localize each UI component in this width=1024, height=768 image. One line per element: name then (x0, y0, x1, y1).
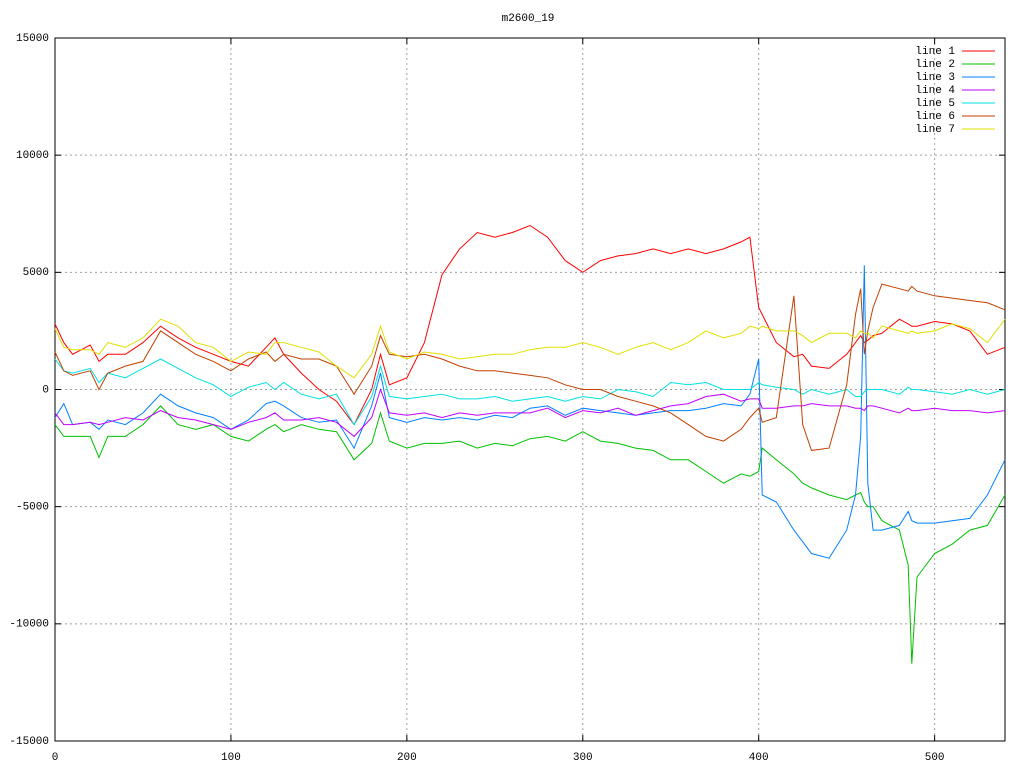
x-tick-label: 400 (749, 752, 769, 764)
series-line (54, 387, 1006, 438)
x-tick-label: 500 (925, 752, 945, 764)
legend-label: line 3 (915, 72, 955, 84)
legend-label: line 5 (915, 98, 955, 110)
y-tick-label: -15000 (9, 736, 49, 748)
series-line (54, 405, 1006, 664)
series-line (54, 224, 1006, 426)
x-tick-label: 300 (573, 752, 593, 764)
y-tick-label: -5000 (16, 502, 49, 514)
legend-label: line 6 (915, 111, 955, 123)
series-line (54, 318, 1006, 379)
series-line (54, 358, 1006, 426)
legend-label: line 1 (915, 46, 955, 58)
legend-label: line 2 (915, 59, 955, 71)
legend-label: line 7 (915, 124, 955, 136)
chart-title: m2600_19 (502, 13, 555, 25)
y-tick-label: 10000 (16, 150, 49, 162)
x-tick-label: 0 (52, 752, 59, 764)
legend-label: line 4 (915, 85, 955, 97)
y-tick-label: 5000 (23, 267, 49, 279)
y-tick-label: 15000 (16, 33, 49, 45)
y-tick-label: -10000 (9, 619, 49, 631)
x-tick-label: 200 (397, 752, 417, 764)
series-line (54, 265, 1006, 559)
y-tick-label: 0 (42, 384, 49, 396)
series-line (54, 283, 1006, 451)
x-tick-label: 100 (221, 752, 241, 764)
